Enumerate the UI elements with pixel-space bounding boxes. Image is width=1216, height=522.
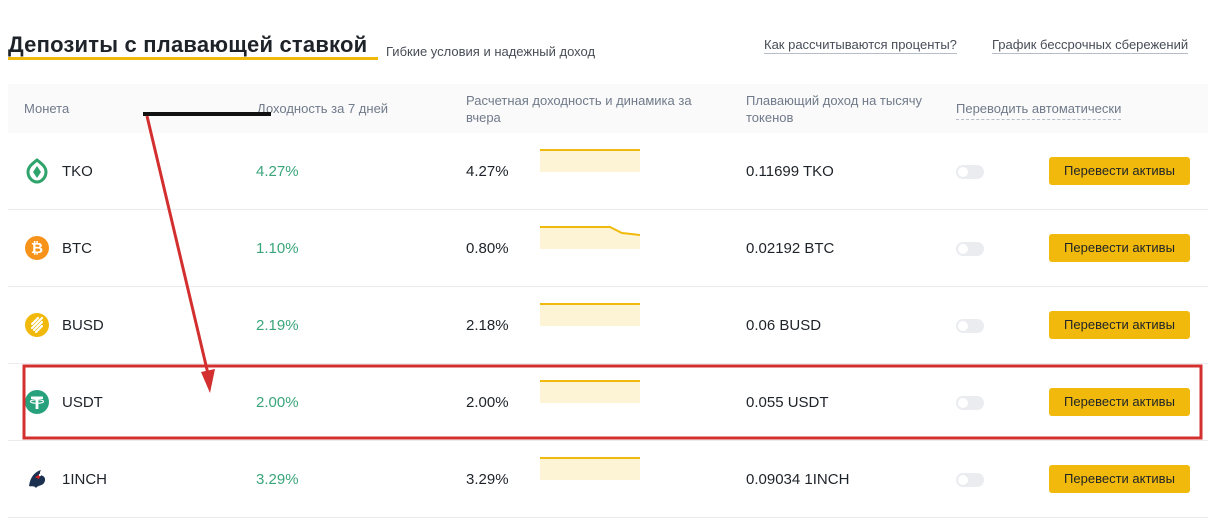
interest-calc-link[interactable]: Как рассчитываются проценты? (764, 37, 957, 54)
column-header-apy7: Доходность за 7 дней (257, 101, 389, 116)
income-per-thousand: 0.09034 1INCH (746, 471, 850, 488)
auto-transfer-toggle[interactable] (956, 396, 984, 410)
savings-schedule-link[interactable]: График бессрочных сбережений (992, 37, 1189, 54)
usdt-icon (25, 390, 49, 414)
coin-name: USDT (62, 394, 103, 411)
auto-transfer-toggle[interactable] (956, 319, 984, 333)
apy-trend-sparkline (540, 149, 640, 172)
auto-transfer-toggle[interactable] (956, 473, 984, 487)
coin-name: BTC (62, 240, 92, 257)
apy-trend-sparkline (540, 457, 640, 480)
auto-transfer-toggle[interactable] (956, 165, 984, 179)
table-row: BUSD 2.19% 2.18% 0.06 BUSD Перевести акт… (8, 287, 1208, 364)
transfer-assets-button[interactable]: Перевести активы (1049, 465, 1190, 493)
title-underline (8, 57, 378, 60)
page-title: Депозиты с плавающей ставкой (8, 32, 368, 57)
apy-yesterday: 2.18% (466, 317, 509, 334)
transfer-assets-button[interactable]: Перевести активы (1049, 311, 1190, 339)
flexible-deposits-table: Монета Доходность за 7 дней Расчетная до… (8, 84, 1208, 518)
column-header-income: Плавающий доход на тысячу токенов (746, 93, 923, 125)
coin-name: TKO (62, 163, 93, 180)
apy-trend-sparkline (540, 303, 640, 326)
table-row: TKO 4.27% 4.27% 0.11699 TKO Перевести ак… (8, 133, 1208, 210)
income-per-thousand: 0.055 USDT (746, 394, 829, 411)
transfer-assets-button[interactable]: Перевести активы (1049, 234, 1190, 262)
page-subtitle: Гибкие условия и надежный доход (386, 44, 596, 59)
coin-name: BUSD (62, 317, 104, 334)
btc-icon: ₿ (25, 236, 49, 260)
coin-name: 1INCH (62, 471, 108, 488)
busd-icon (25, 313, 49, 337)
apy-7day: 2.00% (256, 394, 299, 411)
apy-yesterday: 3.29% (466, 471, 509, 488)
income-per-thousand: 0.11699 TKO (746, 163, 834, 180)
apy-yesterday: 2.00% (466, 394, 509, 411)
income-per-thousand: 0.06 BUSD (746, 317, 822, 334)
1inch-icon (29, 470, 46, 488)
apy-trend-sparkline (540, 380, 640, 403)
table-row: USDT 2.00% 2.00% 0.055 USDT Перевести ак… (8, 364, 1208, 441)
tko-icon (26, 158, 48, 184)
income-per-thousand: 0.02192 BTC (746, 240, 835, 257)
apy-trend-sparkline (540, 226, 640, 249)
apy-yesterday: 0.80% (466, 240, 509, 257)
apy-7day: 4.27% (256, 163, 299, 180)
transfer-assets-button[interactable]: Перевести активы (1049, 157, 1190, 185)
apy-7day: 1.10% (256, 240, 299, 257)
column-header-coin: Монета (24, 101, 70, 116)
transfer-assets-button[interactable]: Перевести активы (1049, 388, 1190, 416)
column-header-auto-transfer[interactable]: Переводить автоматически (956, 100, 1122, 120)
table-header: Монета Доходность за 7 дней Расчетная до… (8, 84, 1208, 133)
column-header-apy-yesterday: Расчетная доходность и динамика за вчера (466, 93, 692, 125)
page-header: Депозиты с плавающей ставкой Гибкие усло… (0, 0, 1216, 88)
apy-yesterday: 4.27% (466, 163, 509, 180)
apy-7day: 2.19% (256, 317, 299, 334)
svg-text:₿: ₿ (31, 239, 43, 257)
auto-transfer-toggle[interactable] (956, 242, 984, 256)
apy-7day: 3.29% (256, 471, 299, 488)
table-row: 1INCH 3.29% 3.29% 0.09034 1INCH Перевест… (8, 441, 1208, 518)
table-row: ₿ BTC 1.10% 0.80% 0.02192 BTC Перевести … (8, 210, 1208, 287)
